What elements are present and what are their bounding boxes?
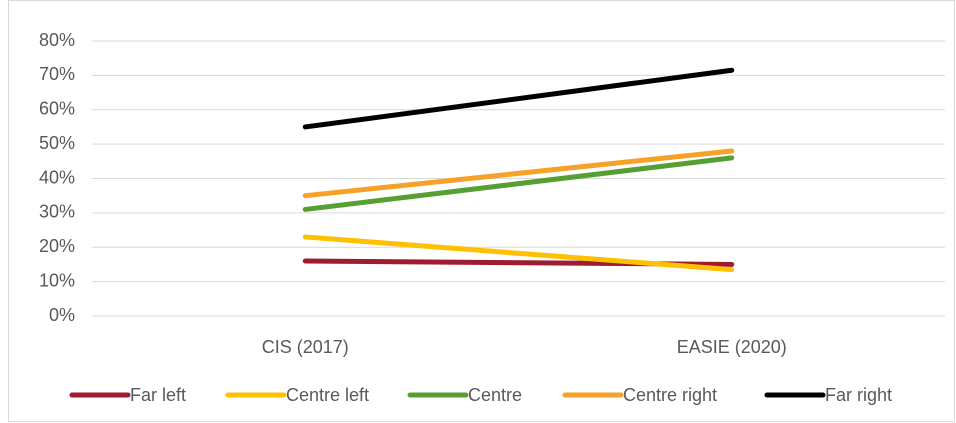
x-tick-label: CIS (2017) [262,337,349,357]
y-tick-label: 80% [39,30,75,50]
y-tick-label: 20% [39,236,75,256]
chart-border [8,0,955,422]
legend-label: Centre left [286,385,369,405]
series-line [302,67,735,130]
legend-label: Far left [130,385,186,405]
series-line [302,155,735,212]
series-line [302,148,735,199]
y-tick-label: 60% [39,99,75,119]
y-tick-label: 70% [39,64,75,84]
x-tick-label: EASIE (2020) [677,337,787,357]
y-tick-label: 10% [39,270,75,290]
series-line [302,234,735,273]
y-tick-label: 50% [39,133,75,153]
y-tick-label: 40% [39,167,75,187]
y-tick-label: 0% [49,305,75,325]
legend-label: Centre right [623,385,717,405]
legend-label: Far right [825,385,892,405]
legend-label: Centre [468,385,522,405]
y-tick-label: 30% [39,202,75,222]
